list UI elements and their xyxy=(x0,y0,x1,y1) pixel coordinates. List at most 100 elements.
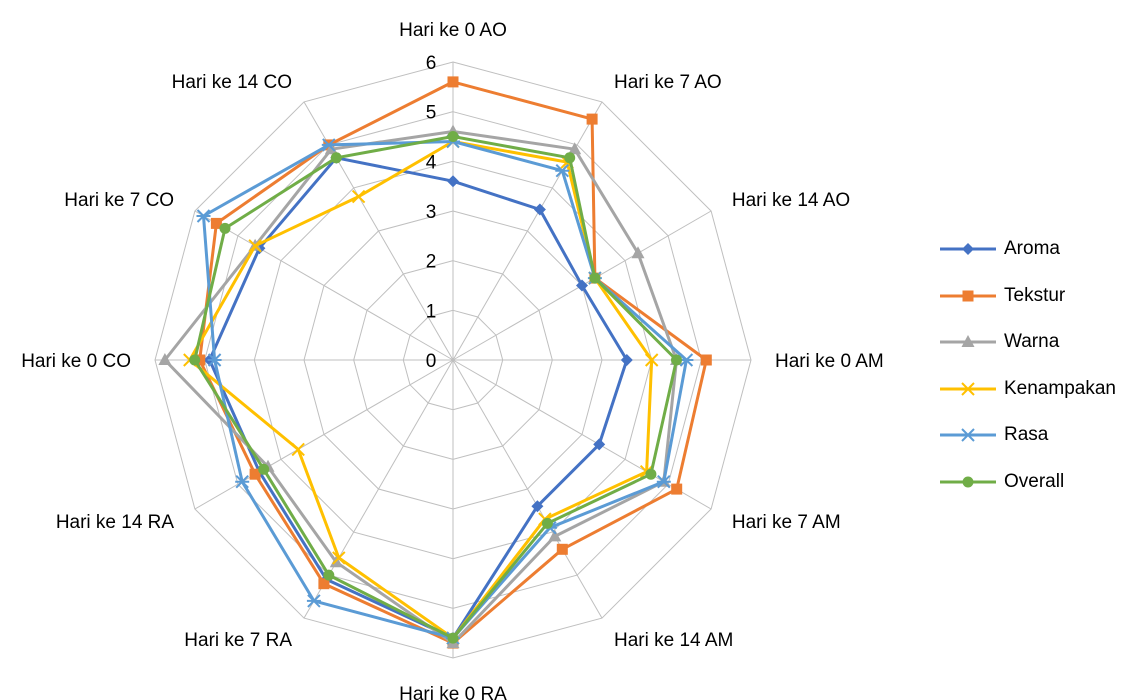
legend-marker-kenampakan xyxy=(961,382,975,396)
legend-label-warna: Warna xyxy=(1004,331,1060,353)
legend-label-kenampakan: Kenampakan xyxy=(1004,377,1116,399)
tick-label-3: 3 xyxy=(426,202,437,223)
point-rasa-10 xyxy=(196,209,211,223)
category-label-6: Hari ke 0 RA xyxy=(399,684,507,700)
point-warna-5 xyxy=(548,529,562,542)
point-kenampakan-11 xyxy=(351,189,366,204)
point-overall-9 xyxy=(189,354,201,366)
tick-label-5: 5 xyxy=(426,103,437,124)
legend-marker-tekstur xyxy=(962,290,974,302)
point-rasa-9 xyxy=(207,353,222,367)
point-tekstur-10 xyxy=(210,217,222,229)
radar-spokes xyxy=(155,62,751,658)
tick-label-2: 2 xyxy=(426,252,437,273)
series-layer xyxy=(158,76,712,649)
point-warna-2 xyxy=(631,246,645,259)
point-rasa-11 xyxy=(321,138,336,152)
category-label-3: Hari ke 0 AM xyxy=(775,351,884,372)
legend-label-tekstur: Tekstur xyxy=(1004,284,1066,306)
legend-swatch-tekstur xyxy=(940,284,1000,308)
legend-item-overall: Overall xyxy=(940,459,1116,506)
point-aroma-1 xyxy=(533,203,546,216)
point-warna-1 xyxy=(568,142,582,155)
series-kenampakan xyxy=(183,134,659,645)
legend-item-warna: Warna xyxy=(940,319,1116,366)
point-overall-10 xyxy=(219,222,231,234)
point-rasa-7 xyxy=(306,594,321,608)
spoke-8 xyxy=(194,359,454,510)
point-tekstur-3 xyxy=(700,354,712,366)
point-kenampakan-3 xyxy=(644,353,659,367)
legend-marker-aroma xyxy=(962,243,974,256)
legend-label-rasa: Rasa xyxy=(1004,424,1049,446)
series-rasa xyxy=(196,134,694,645)
point-aroma-5 xyxy=(531,500,544,513)
legend-swatch-aroma xyxy=(940,237,1000,261)
legend-swatch-warna xyxy=(940,330,1000,354)
point-overall-2 xyxy=(589,272,601,284)
point-warna-9 xyxy=(158,353,172,365)
point-aroma-3 xyxy=(620,354,633,366)
point-overall-4 xyxy=(645,468,657,480)
point-tekstur-5 xyxy=(556,543,568,555)
point-tekstur-1 xyxy=(586,113,598,125)
point-aroma-0 xyxy=(447,175,459,188)
category-label-9: Hari ke 0 CO xyxy=(21,351,131,372)
category-labels: Hari ke 0 AO Hari ke 7 AO Hari ke 14 AO Har… xyxy=(21,20,884,700)
series-line-warna xyxy=(163,130,678,645)
point-rasa-8 xyxy=(235,474,250,489)
point-rasa-1 xyxy=(555,163,570,178)
point-overall-5 xyxy=(541,517,553,529)
point-rasa-4 xyxy=(656,474,671,489)
legend-item-kenampakan: Kenampakan xyxy=(940,366,1116,413)
point-kenampakan-7 xyxy=(332,551,346,565)
legend-marker-rasa xyxy=(961,428,975,442)
point-aroma-4 xyxy=(593,438,606,451)
point-kenampakan-8 xyxy=(291,442,305,457)
point-tekstur-7 xyxy=(318,578,330,590)
tick-label-1: 1 xyxy=(426,301,437,322)
radial-tick-labels: 0 1 2 3 4 5 6 xyxy=(426,53,437,372)
spoke-1 xyxy=(452,101,603,361)
series-overall xyxy=(189,131,682,644)
tick-label-4: 4 xyxy=(426,152,437,173)
legend-item-tekstur: Tekstur xyxy=(940,273,1116,320)
category-label-10: Hari ke 7 CO xyxy=(64,190,174,211)
series-aroma xyxy=(203,151,633,645)
legend-label-overall: Overall xyxy=(1004,470,1065,492)
series-warna xyxy=(158,124,683,649)
series-line-aroma xyxy=(208,156,629,640)
tick-label-6: 6 xyxy=(426,53,437,74)
legend: Aroma Tekstur Warna Kenampakan Rasa Overall xyxy=(940,226,1116,505)
category-label-1: Hari ke 7 AO xyxy=(614,72,722,93)
category-label-4: Hari ke 7 AM xyxy=(732,512,841,533)
point-overall-1 xyxy=(564,152,576,164)
category-label-8: Hari ke 14 RA xyxy=(56,512,175,533)
category-label-7: Hari ke 7 RA xyxy=(184,630,292,651)
point-tekstur-0 xyxy=(447,76,459,88)
legend-swatch-kenampakan xyxy=(940,377,1000,401)
category-label-11: Hari ke 14 CO xyxy=(172,72,292,93)
legend-swatch-rasa xyxy=(940,423,1000,447)
point-kenampakan-10 xyxy=(248,239,262,253)
spoke-5 xyxy=(452,359,603,619)
category-label-0: Hari ke 0 AO xyxy=(399,20,507,41)
point-overall-8 xyxy=(258,463,270,475)
point-overall-0 xyxy=(447,131,459,142)
legend-item-rasa: Rasa xyxy=(940,412,1116,459)
legend-label-aroma: Aroma xyxy=(1004,238,1060,260)
category-label-5: Hari ke 14 AM xyxy=(614,630,733,651)
category-label-2: Hari ke 14 AO xyxy=(732,190,850,211)
point-tekstur-4 xyxy=(671,483,683,495)
spoke-10 xyxy=(194,210,454,361)
tick-label-0: 0 xyxy=(426,351,437,372)
point-overall-3 xyxy=(671,354,682,366)
legend-swatch-overall xyxy=(940,470,1000,494)
point-overall-6 xyxy=(447,632,459,644)
point-tekstur-8 xyxy=(249,468,261,480)
legend-marker-warna xyxy=(961,335,975,348)
point-overall-11 xyxy=(330,152,342,164)
legend-marker-overall xyxy=(962,476,974,488)
legend-item-aroma: Aroma xyxy=(940,226,1116,273)
